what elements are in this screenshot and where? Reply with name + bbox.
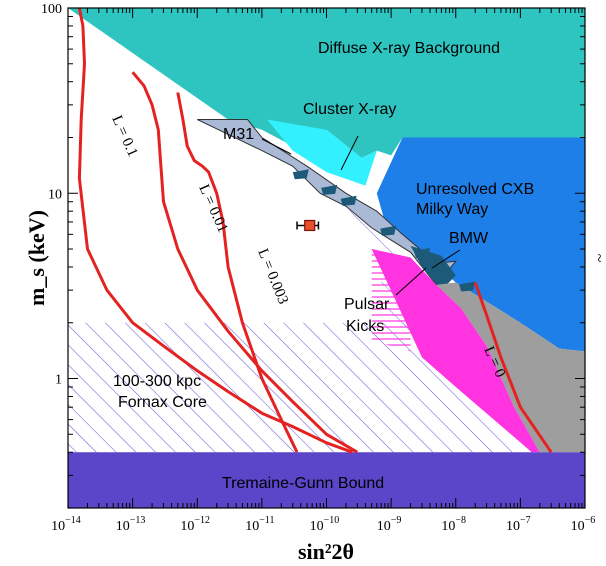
curve-l-0-01 — [131, 71, 359, 454]
x-tick-label-5: 10−9 — [377, 515, 402, 534]
data-point-marker — [304, 219, 316, 232]
axis-ticks: 10−14 10−13 10−12 10−11 10−10 10−9 10−8 10−7 10−… — [41, 2, 595, 534]
region-pulsar-kicks-gray — [436, 282, 585, 453]
region-notch-6 — [459, 281, 476, 292]
y-tick-label-0: 1 — [55, 373, 62, 388]
label-fornax-range: 100-300 kpc — [113, 373, 201, 390]
exclusion-regions — [68, 8, 585, 508]
label-cluster-xray: Cluster X-ray — [303, 101, 396, 118]
y-tick-label-1: 10 — [48, 187, 62, 202]
region-notch-4 — [413, 248, 430, 259]
curve-l-0-003 — [176, 92, 299, 453]
region-notch-3 — [380, 225, 397, 236]
label-pulsar: Pulsar — [344, 296, 390, 313]
region-notch-0 — [292, 169, 309, 180]
pointer-bmw — [431, 249, 461, 269]
curve-l-0 — [473, 282, 553, 454]
label-kicks: Kicks — [346, 318, 384, 335]
label-unresolved-cxb: Unresolved CXB — [416, 181, 534, 198]
y-axis-title: m_s (keV) — [24, 210, 49, 306]
region-cluster-x-ray — [267, 119, 377, 186]
x-tick-label-2: 10−12 — [180, 515, 210, 534]
region-clear-wedge — [68, 8, 392, 323]
region-notch-5 — [433, 274, 450, 285]
x-tick-label-7: 10−7 — [506, 515, 531, 534]
label-fornax-core: Fornax Core — [118, 394, 207, 411]
region-tremaine-gunn-bound — [68, 452, 585, 508]
data-point-group — [296, 219, 320, 232]
label-m31: M31 — [223, 126, 254, 143]
x-tick-label-6: 10−8 — [441, 515, 466, 534]
x-tick-label-8: 10−6 — [571, 515, 596, 534]
pointer-pulsar — [395, 267, 427, 296]
region-notch-2 — [340, 195, 357, 206]
x-tick-label-3: 10−11 — [245, 515, 274, 534]
x-tick-label-4: 10−10 — [310, 515, 340, 534]
x-tick-label-0: 10−14 — [51, 515, 81, 534]
region-diffuse-x-ray-background — [68, 8, 585, 158]
region-notch-1 — [321, 184, 338, 195]
label-bmw: BMW — [449, 230, 489, 247]
right-edge-glyph: ~ — [590, 254, 606, 263]
label-diffuse-xray: Diffuse X-ray Background — [318, 40, 500, 57]
y-tick-label-2: 100 — [41, 2, 62, 17]
pointer-cluster — [340, 135, 359, 171]
x-tick-label-1: 10−13 — [116, 515, 146, 534]
region-pulsar-kicks-magenta — [371, 249, 540, 453]
label-milky-way: Milky Way — [416, 201, 488, 218]
label-tremaine-gunn: Tremaine-Gunn Bound — [222, 475, 384, 492]
region-unresolved-cxb-milky-way — [376, 137, 585, 352]
constraint-curves — [77, 8, 553, 454]
x-axis-title: sin²2θ — [298, 539, 354, 564]
pointer-m31 — [261, 138, 292, 155]
